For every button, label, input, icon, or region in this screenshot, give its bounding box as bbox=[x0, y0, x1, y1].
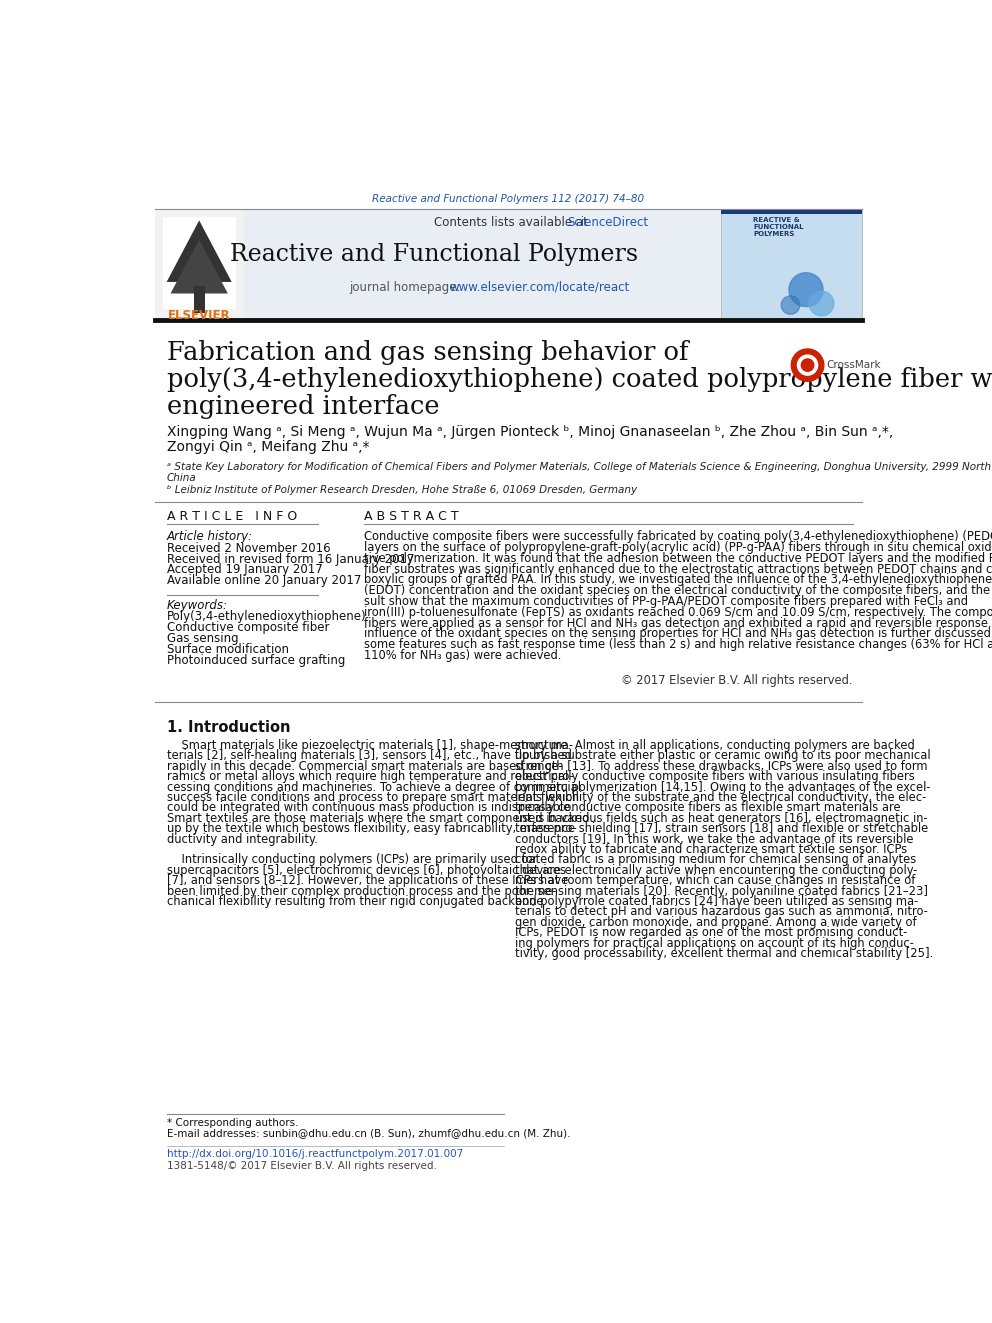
Text: structure. Almost in all applications, conducting polymers are backed: structure. Almost in all applications, c… bbox=[516, 740, 916, 751]
Text: Smart textiles are those materials where the smart component is backed: Smart textiles are those materials where… bbox=[167, 812, 589, 824]
Text: Conductive composite fibers were successfully fabricated by coating poly(3,4-eth: Conductive composite fibers were success… bbox=[364, 531, 992, 544]
Text: mers at room temperature, which can cause changes in resistance of: mers at room temperature, which can caus… bbox=[516, 875, 916, 888]
Text: iron(III) p-toluenesulfonate (FepTS) as oxidants reached 0.069 S/cm and 10.09 S/: iron(III) p-toluenesulfonate (FepTS) as … bbox=[364, 606, 992, 619]
Text: A B S T R A C T: A B S T R A C T bbox=[364, 509, 459, 523]
Text: Xingping Wang ᵃ, Si Meng ᵃ, Wujun Ma ᵃ, Jürgen Pionteck ᵇ, Minoj Gnanaseelan ᵇ, : Xingping Wang ᵃ, Si Meng ᵃ, Wujun Ma ᵃ, … bbox=[167, 425, 893, 439]
Text: by in situ polymerization [14,15]. Owing to the advantages of the excel-: by in situ polymerization [14,15]. Owing… bbox=[516, 781, 930, 794]
Text: http://dx.doi.org/10.1016/j.reactfunctpolym.2017.01.007: http://dx.doi.org/10.1016/j.reactfunctpo… bbox=[167, 1150, 463, 1159]
Text: layers on the surface of polypropylene-graft-poly(acrylic acid) (PP-g-PAA) fiber: layers on the surface of polypropylene-g… bbox=[364, 541, 992, 554]
Text: ᵇ Leibniz Institute of Polymer Research Dresden, Hohe Straße 6, 01069 Dresden, G: ᵇ Leibniz Institute of Polymer Research … bbox=[167, 484, 637, 495]
Text: success facile conditions and process to prepare smart materials which: success facile conditions and process to… bbox=[167, 791, 578, 804]
Text: Gas sensing: Gas sensing bbox=[167, 632, 238, 646]
Text: Received 2 November 2016: Received 2 November 2016 bbox=[167, 542, 330, 554]
Text: Intrinsically conducting polymers (ICPs) are primarily used for: Intrinsically conducting polymers (ICPs)… bbox=[167, 853, 537, 867]
Text: * Corresponding authors.: * Corresponding authors. bbox=[167, 1118, 299, 1127]
Text: coated fabric is a promising medium for chemical sensing of analytes: coated fabric is a promising medium for … bbox=[516, 853, 917, 867]
Text: ing polymers for practical applications on account of its high conduc-: ing polymers for practical applications … bbox=[516, 937, 915, 950]
Text: 110% for NH₃ gas) were achieved.: 110% for NH₃ gas) were achieved. bbox=[364, 648, 561, 662]
Circle shape bbox=[782, 296, 800, 315]
Circle shape bbox=[809, 291, 834, 316]
Text: sult show that the maximum conductivities of PP-g-PAA/PEDOT composite fibers pre: sult show that the maximum conductivitie… bbox=[364, 595, 968, 609]
Text: boxylic groups of grafted PAA. In this study, we investigated the influence of t: boxylic groups of grafted PAA. In this s… bbox=[364, 573, 992, 586]
Bar bbox=[193, 286, 204, 312]
Text: [7], and sensors [8–12]. However, the applications of these ICPs have: [7], and sensors [8–12]. However, the ap… bbox=[167, 875, 567, 888]
Text: China: China bbox=[167, 472, 196, 483]
Text: lent flexibility of the substrate and the electrical conductivity, the elec-: lent flexibility of the substrate and th… bbox=[516, 791, 927, 804]
Text: ScienceDirect: ScienceDirect bbox=[567, 216, 649, 229]
Text: terials to detect pH and various hazardous gas such as ammonia, nitro-: terials to detect pH and various hazardo… bbox=[516, 905, 929, 918]
Polygon shape bbox=[171, 239, 228, 294]
Text: Fabrication and gas sensing behavior of: Fabrication and gas sensing behavior of bbox=[167, 340, 688, 365]
Text: could be integrated with continuous mass production is indispensable.: could be integrated with continuous mass… bbox=[167, 802, 573, 815]
Text: Photoinduced surface grafting: Photoinduced surface grafting bbox=[167, 654, 345, 667]
Text: fibers were applied as a sensor for HCl and NH₃ gas detection and exhibited a ra: fibers were applied as a sensor for HCl … bbox=[364, 617, 992, 630]
Text: Article history:: Article history: bbox=[167, 531, 253, 544]
Text: Reactive and Functional Polymers: Reactive and Functional Polymers bbox=[230, 242, 638, 266]
Text: Poly(3,4-ethylenedioxythiophene): Poly(3,4-ethylenedioxythiophene) bbox=[167, 610, 366, 623]
Text: Keywords:: Keywords: bbox=[167, 599, 227, 611]
Text: strength [13]. To address these drawbacks, ICPs were also used to form: strength [13]. To address these drawback… bbox=[516, 759, 928, 773]
Text: some features such as fast response time (less than 2 s) and high relative resis: some features such as fast response time… bbox=[364, 638, 992, 651]
Text: the sensing materials [20]. Recently, polyaniline coated fabrics [21–23]: the sensing materials [20]. Recently, po… bbox=[516, 885, 929, 897]
Text: poly(3,4-ethylenedioxythiophene) coated polypropylene fiber with: poly(3,4-ethylenedioxythiophene) coated … bbox=[167, 368, 992, 392]
Text: terials [2], self-healing materials [3], sensors [4], etc., have flourished: terials [2], self-healing materials [3],… bbox=[167, 749, 571, 762]
Text: fiber substrates was significantly enhanced due to the electrostatic attractions: fiber substrates was significantly enhan… bbox=[364, 562, 992, 576]
Text: ᵃ State Key Laboratory for Modification of Chemical Fibers and Polymer Materials: ᵃ State Key Laboratory for Modification … bbox=[167, 462, 992, 472]
Text: conductors [19]. In this work, we take the advantage of its reversible: conductors [19]. In this work, we take t… bbox=[516, 832, 914, 845]
Text: rapidly in this decade. Commercial smart materials are based on ce-: rapidly in this decade. Commercial smart… bbox=[167, 759, 562, 773]
Polygon shape bbox=[167, 221, 232, 282]
Text: Accepted 19 January 2017: Accepted 19 January 2017 bbox=[167, 564, 322, 577]
Text: up by the textile which bestows flexibility, easy fabricability, mass pro-: up by the textile which bestows flexibil… bbox=[167, 822, 576, 835]
Text: chanical flexibility resulting from their rigid conjugated backbone: chanical flexibility resulting from thei… bbox=[167, 894, 544, 908]
Text: Smart materials like piezoelectric materials [1], shape-memory ma-: Smart materials like piezoelectric mater… bbox=[167, 740, 572, 751]
Text: REACTIVE &
FUNCTIONAL
POLYMERS: REACTIVE & FUNCTIONAL POLYMERS bbox=[753, 217, 804, 237]
Text: terference shielding [17], strain sensors [18] and flexible or stretchable: terference shielding [17], strain sensor… bbox=[516, 822, 929, 835]
Text: journal homepage:: journal homepage: bbox=[349, 280, 464, 294]
Text: ELSEVIER: ELSEVIER bbox=[168, 310, 230, 323]
Text: that are electronically active when encountering the conducting poly-: that are electronically active when enco… bbox=[516, 864, 918, 877]
Text: 1. Introduction: 1. Introduction bbox=[167, 720, 290, 734]
Bar bbox=[155, 209, 721, 319]
Text: gen dioxide, carbon monoxide, and propane. Among a wide variety of: gen dioxide, carbon monoxide, and propan… bbox=[516, 916, 917, 929]
Text: Available online 20 January 2017: Available online 20 January 2017 bbox=[167, 574, 361, 587]
Text: redox ability to fabricate and characterize smart textile sensor. ICPs: redox ability to fabricate and character… bbox=[516, 843, 908, 856]
Text: trically conductive composite fibers as flexible smart materials are: trically conductive composite fibers as … bbox=[516, 802, 901, 815]
Text: Contents lists available at: Contents lists available at bbox=[434, 216, 591, 229]
Circle shape bbox=[802, 359, 813, 372]
Text: been limited by their complex production process and the poor me-: been limited by their complex production… bbox=[167, 885, 557, 897]
Text: and polypyrrole coated fabrics [24] have been utilized as sensing ma-: and polypyrrole coated fabrics [24] have… bbox=[516, 894, 919, 908]
Text: E-mail addresses: sunbin@dhu.edu.cn (B. Sun), zhumf@dhu.edu.cn (M. Zhu).: E-mail addresses: sunbin@dhu.edu.cn (B. … bbox=[167, 1127, 570, 1138]
Text: ICPs, PEDOT is now regarded as one of the most promising conduct-: ICPs, PEDOT is now regarded as one of th… bbox=[516, 926, 908, 939]
Text: tivity, good processability, excellent thermal and chemical stability [25].: tivity, good processability, excellent t… bbox=[516, 947, 933, 960]
Text: tive polymerization. It was found that the adhesion between the conductive PEDOT: tive polymerization. It was found that t… bbox=[364, 552, 992, 565]
Bar bbox=[721, 209, 862, 319]
Circle shape bbox=[789, 273, 823, 307]
Text: A R T I C L E   I N F O: A R T I C L E I N F O bbox=[167, 509, 297, 523]
Text: 1381-5148/© 2017 Elsevier B.V. All rights reserved.: 1381-5148/© 2017 Elsevier B.V. All right… bbox=[167, 1160, 436, 1171]
Text: engineered interface: engineered interface bbox=[167, 394, 439, 419]
Text: electrically conductive composite fibers with various insulating fibers: electrically conductive composite fibers… bbox=[516, 770, 916, 783]
Bar bbox=[721, 209, 862, 214]
Bar bbox=[155, 209, 244, 319]
Text: Reactive and Functional Polymers 112 (2017) 74–80: Reactive and Functional Polymers 112 (20… bbox=[372, 193, 645, 204]
Text: Conductive composite fiber: Conductive composite fiber bbox=[167, 622, 329, 634]
Text: cessing conditions and machineries. To achieve a degree of commercial: cessing conditions and machineries. To a… bbox=[167, 781, 580, 794]
Text: supercapacitors [5], electrochromic devices [6], photovoltaic devices: supercapacitors [5], electrochromic devi… bbox=[167, 864, 565, 877]
Text: used in various fields such as heat generators [16], electromagnetic in-: used in various fields such as heat gene… bbox=[516, 812, 928, 824]
Bar bbox=[163, 217, 236, 308]
Text: up by a substrate either plastic or ceramic owing to its poor mechanical: up by a substrate either plastic or cera… bbox=[516, 749, 931, 762]
Text: Surface modification: Surface modification bbox=[167, 643, 289, 656]
Text: ductivity and integrability.: ductivity and integrability. bbox=[167, 832, 317, 845]
Text: CrossMark: CrossMark bbox=[826, 360, 881, 370]
Text: www.elsevier.com/locate/react: www.elsevier.com/locate/react bbox=[449, 280, 630, 294]
Text: influence of the oxidant species on the sensing properties for HCl and NH₃ gas d: influence of the oxidant species on the … bbox=[364, 627, 992, 640]
Circle shape bbox=[798, 355, 817, 376]
Text: Received in revised form 16 January 2017: Received in revised form 16 January 2017 bbox=[167, 553, 414, 566]
Circle shape bbox=[792, 349, 823, 381]
Text: ramics or metal alloys which require high temperature and robust pro-: ramics or metal alloys which require hig… bbox=[167, 770, 573, 783]
Text: (EDOT) concentration and the oxidant species on the electrical conductivity of t: (EDOT) concentration and the oxidant spe… bbox=[364, 585, 992, 597]
Text: © 2017 Elsevier B.V. All rights reserved.: © 2017 Elsevier B.V. All rights reserved… bbox=[621, 675, 852, 688]
Text: Zongyi Qin ᵃ, Meifang Zhu ᵃ,*: Zongyi Qin ᵃ, Meifang Zhu ᵃ,* bbox=[167, 439, 369, 454]
